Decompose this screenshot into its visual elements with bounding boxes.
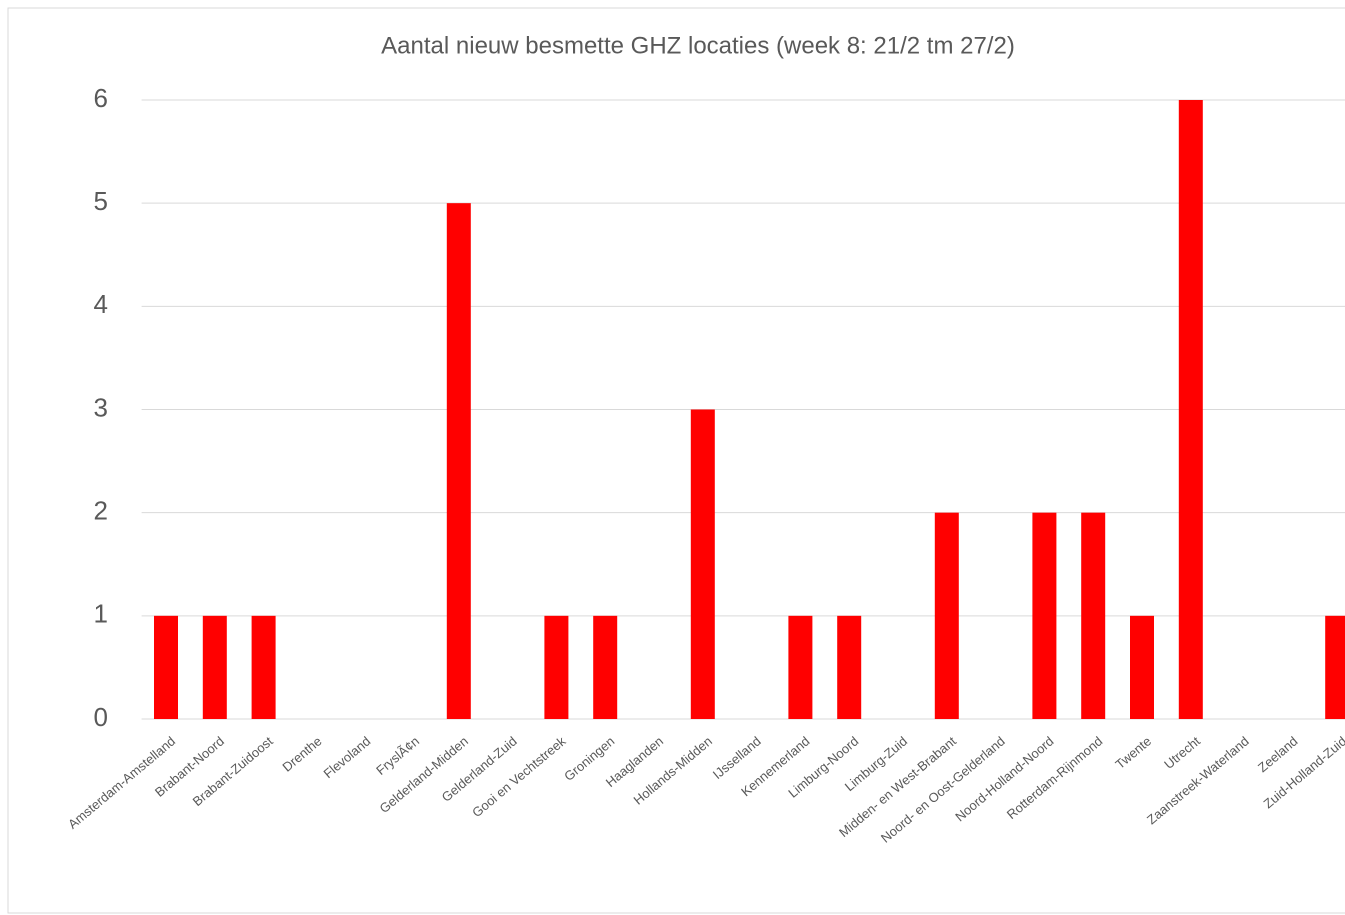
y-tick-label: 3: [94, 392, 108, 422]
bar: [934, 512, 959, 719]
y-tick-label: 6: [94, 83, 108, 113]
x-tick-label: Gelderland-Midden: [377, 733, 471, 816]
x-tick-label: Rotterdam-Rijnmond: [1004, 733, 1106, 822]
x-tick-label: Utrecht: [1161, 733, 1203, 772]
bar: [1032, 512, 1057, 719]
bar: [593, 615, 618, 719]
chart-title: Aantal nieuw besmette GHZ locaties (week…: [381, 32, 1015, 59]
x-tick-label: Zuid-Holland-Zuid: [1261, 733, 1345, 811]
bar: [202, 615, 227, 719]
bar: [544, 615, 569, 719]
x-tick-label: Flevoland: [321, 733, 374, 781]
bar: [690, 409, 715, 719]
bar: [154, 615, 178, 719]
x-tick-label: Drenthe: [279, 733, 324, 774]
bar: [788, 615, 813, 719]
bar: [1325, 615, 1345, 719]
y-tick-label: 4: [94, 289, 108, 319]
bar: [1081, 512, 1106, 719]
bar: [446, 203, 471, 719]
bar: [251, 615, 276, 719]
bar: [837, 615, 862, 719]
y-tick-label: 1: [94, 599, 108, 629]
y-tick-label: 0: [94, 702, 108, 732]
x-tick-label: Zeeland: [1255, 733, 1301, 775]
x-tick-label: Twente: [1112, 733, 1154, 771]
chart-border: [7, 7, 1345, 914]
bar: [1130, 615, 1154, 719]
bar: [1178, 100, 1203, 719]
y-tick-label: 5: [94, 186, 108, 216]
y-tick-label: 2: [94, 496, 108, 526]
x-tick-label: Gooi en Vechtstreek: [469, 733, 569, 820]
